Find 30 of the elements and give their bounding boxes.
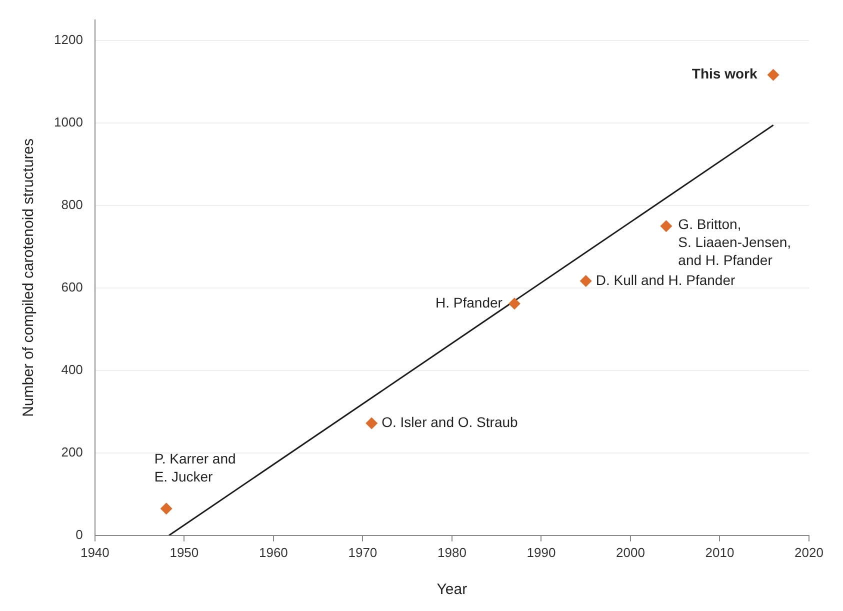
annotation: D. Kull and H. Pfander	[596, 272, 736, 288]
x-tick-label: 1970	[348, 544, 378, 560]
x-tick-label: 1990	[526, 544, 556, 560]
y-tick-label: 1200	[54, 32, 83, 48]
point	[160, 502, 172, 515]
annotation: This work	[692, 66, 758, 82]
y-tick-label: 800	[61, 197, 83, 212]
y-tick-label: 0	[76, 526, 83, 542]
x-tick-label: 2010	[705, 544, 734, 560]
x-tick-label: 1940	[80, 544, 110, 560]
x-tick-label: 1980	[438, 544, 466, 560]
annotation: H. Pfander	[436, 294, 503, 311]
point	[580, 275, 592, 287]
point	[660, 220, 672, 232]
y-axis-title: Number of compiled carotenoid structures	[20, 138, 38, 417]
y-tick-label: 600	[61, 280, 83, 295]
y-tick-label: 200	[61, 444, 83, 460]
y-tick-label: 400	[61, 362, 83, 378]
x-tick-label: 1950	[170, 544, 199, 560]
x-tick-label: 2000	[616, 544, 645, 560]
point	[508, 298, 520, 310]
annotation: P. Karrer and E. Jucker	[154, 450, 236, 484]
x-tick-label: 1960	[258, 544, 288, 560]
x-tick-label: 2020	[794, 544, 824, 560]
x-axis-title: Year	[436, 581, 468, 598]
annotation: G. Britton, S. Liaaen-Jensen, and H. Pfander	[678, 216, 792, 268]
annotation: O. Isler and O. Straub	[382, 414, 518, 430]
point	[366, 417, 378, 430]
point	[767, 68, 780, 81]
y-tick-label: 1000	[54, 114, 83, 130]
